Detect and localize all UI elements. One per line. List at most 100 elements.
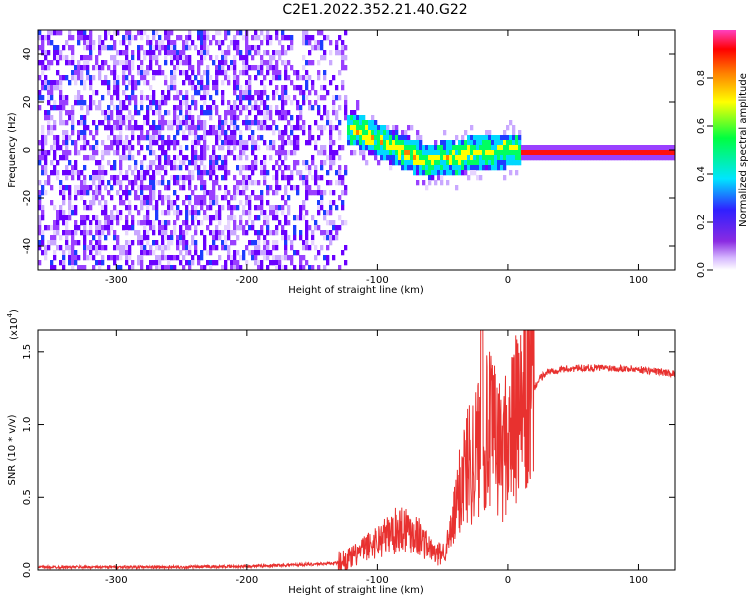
heatmap-cell — [83, 215, 87, 221]
heatmap-cell — [461, 165, 465, 171]
heatmap-cell — [44, 165, 48, 171]
heatmap-cell — [104, 225, 108, 231]
heatmap-cell — [587, 155, 591, 161]
heatmap-cell — [227, 255, 231, 261]
heatmap-cell — [470, 145, 474, 151]
heatmap-cell — [185, 125, 189, 131]
heatmap-cell — [458, 165, 462, 171]
heatmap-cell — [245, 210, 249, 216]
heatmap-cell — [293, 235, 297, 241]
heatmap-cell — [110, 115, 114, 121]
heatmap-cell — [50, 90, 54, 96]
heatmap-cell — [116, 190, 120, 196]
heatmap-cell — [182, 245, 186, 251]
heatmap-cell — [86, 55, 90, 61]
heatmap-cell — [152, 110, 156, 116]
heatmap-cell — [251, 65, 255, 71]
heatmap-cell — [275, 75, 279, 81]
heatmap-cell — [224, 195, 228, 201]
heatmap-cell — [233, 75, 237, 81]
heatmap-cell — [131, 125, 135, 131]
heatmap-cell — [533, 145, 537, 151]
heatmap-cell — [299, 170, 303, 176]
heatmap-cell — [320, 30, 324, 36]
heatmap-cell — [602, 155, 606, 161]
heatmap-cell — [41, 165, 45, 171]
heatmap-cell — [71, 245, 75, 251]
heatmap-cell — [395, 155, 399, 161]
heatmap-cell — [41, 190, 45, 196]
heatmap-cell — [41, 150, 45, 156]
heatmap-cell — [272, 120, 276, 126]
heatmap-cell — [176, 180, 180, 186]
heatmap-cell — [266, 125, 270, 131]
heatmap-cell — [263, 115, 267, 121]
heatmap-cell — [278, 75, 282, 81]
heatmap-cell — [143, 115, 147, 121]
heatmap-cell — [206, 190, 210, 196]
heatmap-cell — [539, 150, 543, 156]
heatmap-cell — [257, 120, 261, 126]
heatmap-cell — [470, 140, 474, 146]
heatmap-cell — [470, 170, 474, 176]
heatmap-cell — [359, 125, 363, 131]
heatmap-cell — [227, 225, 231, 231]
heatmap-cell — [119, 120, 123, 126]
heatmap-cell — [62, 210, 66, 216]
heatmap-cell — [221, 195, 225, 201]
heatmap-cell — [146, 200, 150, 206]
heatmap-cell — [101, 225, 105, 231]
heatmap-cell — [119, 110, 123, 116]
heatmap-cell — [38, 215, 42, 221]
heatmap-cell — [248, 120, 252, 126]
heatmap-cell — [281, 235, 285, 241]
heatmap-cell — [443, 130, 447, 136]
heatmap-cell — [323, 265, 327, 270]
heatmap-cell — [194, 140, 198, 146]
heatmap-cell — [128, 265, 132, 270]
heatmap-cell — [410, 165, 414, 171]
heatmap-cell — [224, 190, 228, 196]
heatmap-cell — [284, 140, 288, 146]
heatmap-cell — [185, 260, 189, 266]
heatmap-cell — [197, 140, 201, 146]
heatmap-cell — [122, 80, 126, 86]
heatmap-cell — [215, 105, 219, 111]
heatmap-cell — [161, 150, 165, 156]
heatmap-cell — [203, 245, 207, 251]
heatmap-cell — [224, 30, 228, 36]
heatmap-cell — [467, 155, 471, 161]
heatmap-cell — [308, 225, 312, 231]
heatmap-cell — [284, 235, 288, 241]
heatmap-cell — [167, 110, 171, 116]
heatmap-cell — [152, 140, 156, 146]
heatmap-cell — [122, 60, 126, 66]
heatmap-cell — [182, 200, 186, 206]
heatmap-cell — [146, 220, 150, 226]
heatmap-cell — [233, 175, 237, 181]
heatmap-cell — [263, 245, 267, 251]
heatmap-cell — [53, 250, 57, 256]
heatmap-cell — [311, 160, 315, 166]
heatmap-cell — [161, 120, 165, 126]
heatmap-cell — [47, 30, 51, 36]
heatmap-cell — [419, 160, 423, 166]
heatmap-cell — [86, 125, 90, 131]
heatmap-cell — [464, 145, 468, 151]
heatmap-cell — [308, 245, 312, 251]
heatmap-cell — [437, 165, 441, 171]
heatmap-cell — [359, 115, 363, 121]
heatmap-cell — [164, 170, 168, 176]
heatmap-cell — [164, 35, 168, 41]
heatmap-cell — [311, 105, 315, 111]
heatmap-cell — [104, 35, 108, 41]
heatmap-cell — [221, 65, 225, 71]
heatmap-cell — [188, 185, 192, 191]
heatmap-cell — [197, 50, 201, 56]
heatmap-cell — [281, 145, 285, 151]
heatmap-cell — [194, 225, 198, 231]
heatmap-cell — [149, 105, 153, 111]
heatmap-cell — [125, 175, 129, 181]
heatmap-cell — [302, 75, 306, 81]
heatmap-cell — [257, 125, 261, 131]
